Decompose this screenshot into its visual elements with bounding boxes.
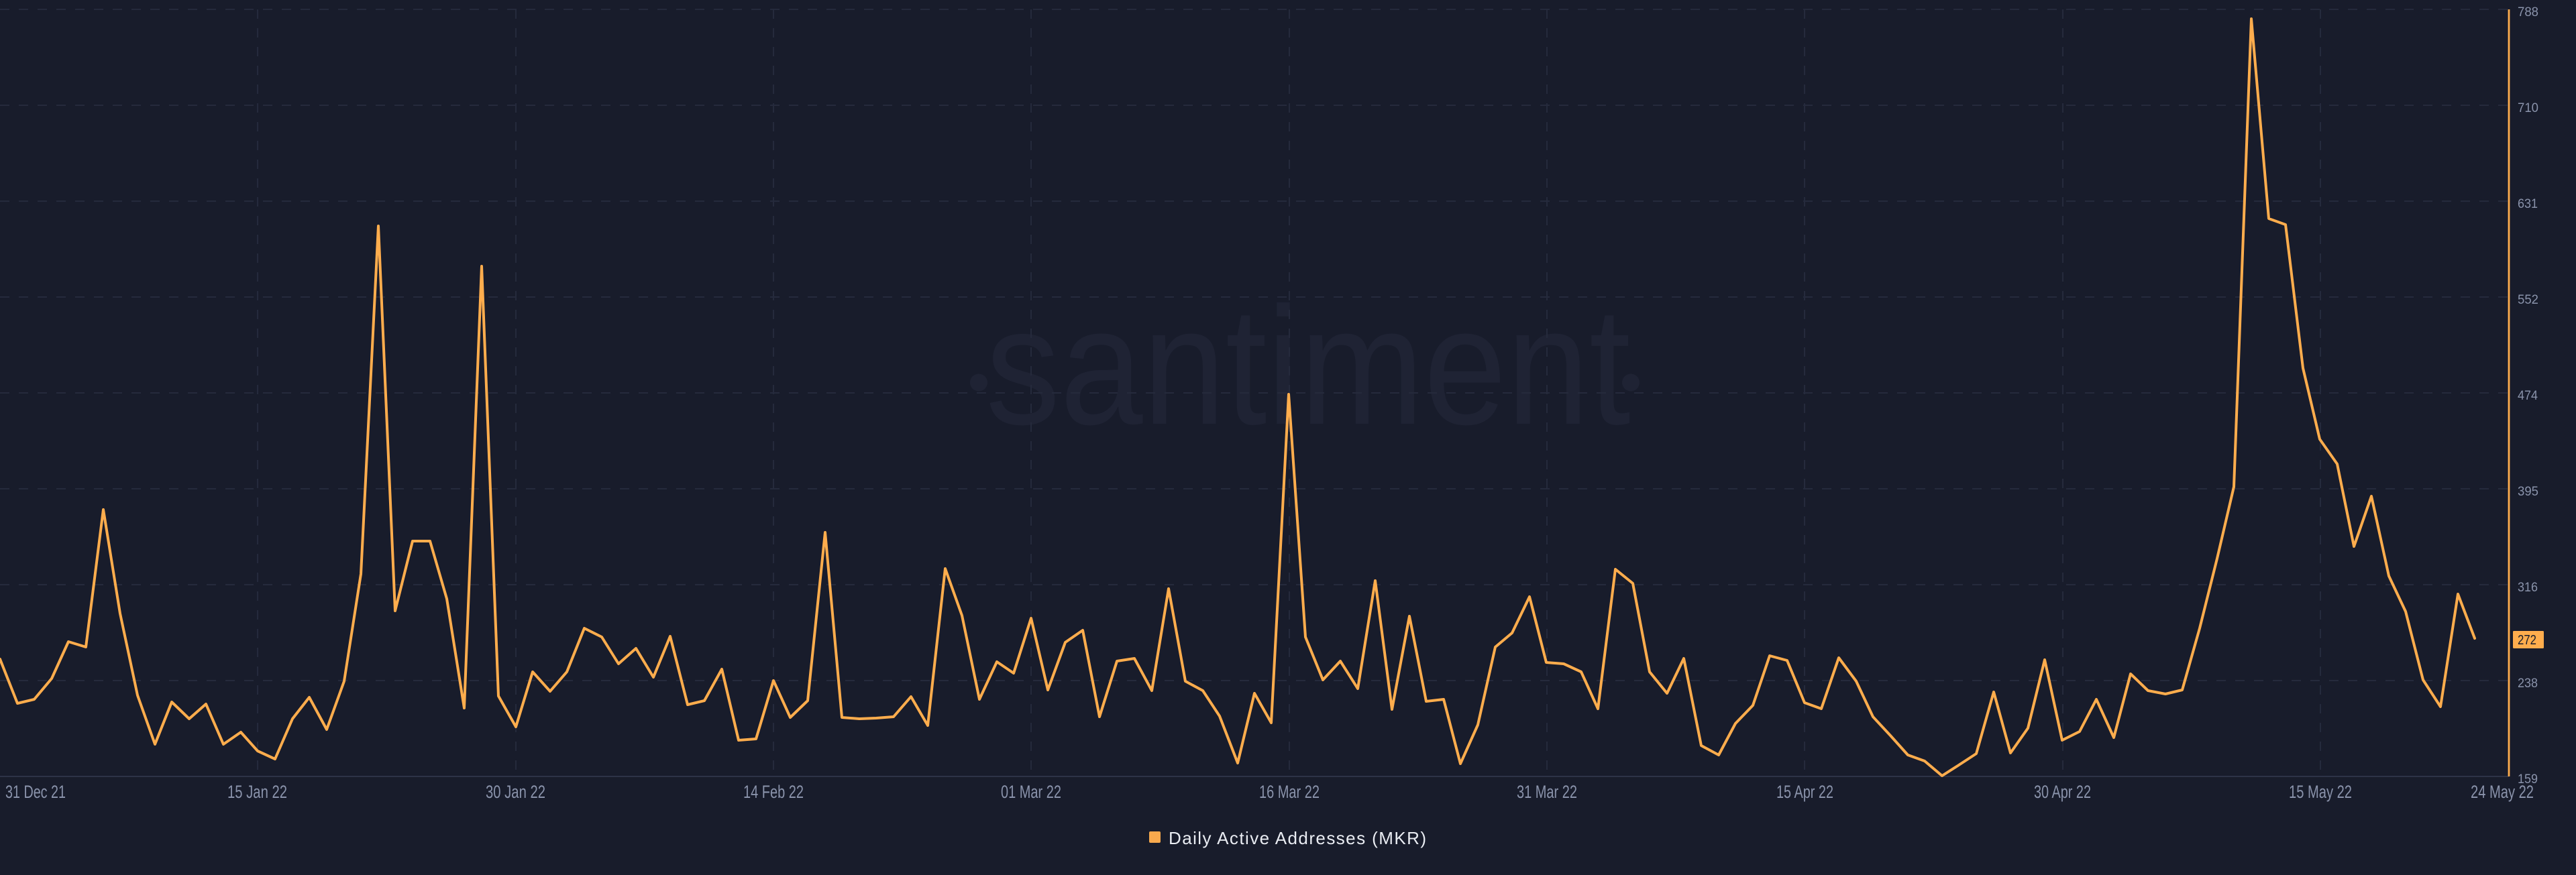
svg-text:272: 272 [2518,633,2536,648]
svg-text:Daily Active Addresses (MKR): Daily Active Addresses (MKR) [1169,828,1426,848]
svg-text:15 Apr 22: 15 Apr 22 [1776,782,1833,802]
svg-text:16 Mar 22: 16 Mar 22 [1259,782,1320,802]
svg-text:631: 631 [2518,196,2538,211]
svg-text:710: 710 [2518,101,2538,115]
svg-text:159: 159 [2518,772,2538,786]
svg-text:395: 395 [2518,484,2538,499]
svg-text:238: 238 [2518,676,2538,691]
svg-text:788: 788 [2518,5,2538,19]
svg-text:316: 316 [2518,580,2538,595]
svg-text:01 Mar 22: 01 Mar 22 [1001,782,1061,802]
svg-text:474: 474 [2518,388,2538,403]
svg-text:31 Mar 22: 31 Mar 22 [1517,782,1577,802]
svg-text:15 May 22: 15 May 22 [2289,782,2352,802]
svg-text:30 Apr 22: 30 Apr 22 [2034,782,2091,802]
svg-text:14 Feb 22: 14 Feb 22 [743,782,804,802]
svg-text:15 Jan 22: 15 Jan 22 [227,782,287,802]
svg-text:552: 552 [2518,292,2538,307]
svg-text:24 May 22: 24 May 22 [2471,782,2534,802]
svg-text:santiment: santiment [985,273,1630,460]
svg-text:31 Dec 21: 31 Dec 21 [5,782,66,802]
svg-text:30 Jan 22: 30 Jan 22 [486,782,545,802]
